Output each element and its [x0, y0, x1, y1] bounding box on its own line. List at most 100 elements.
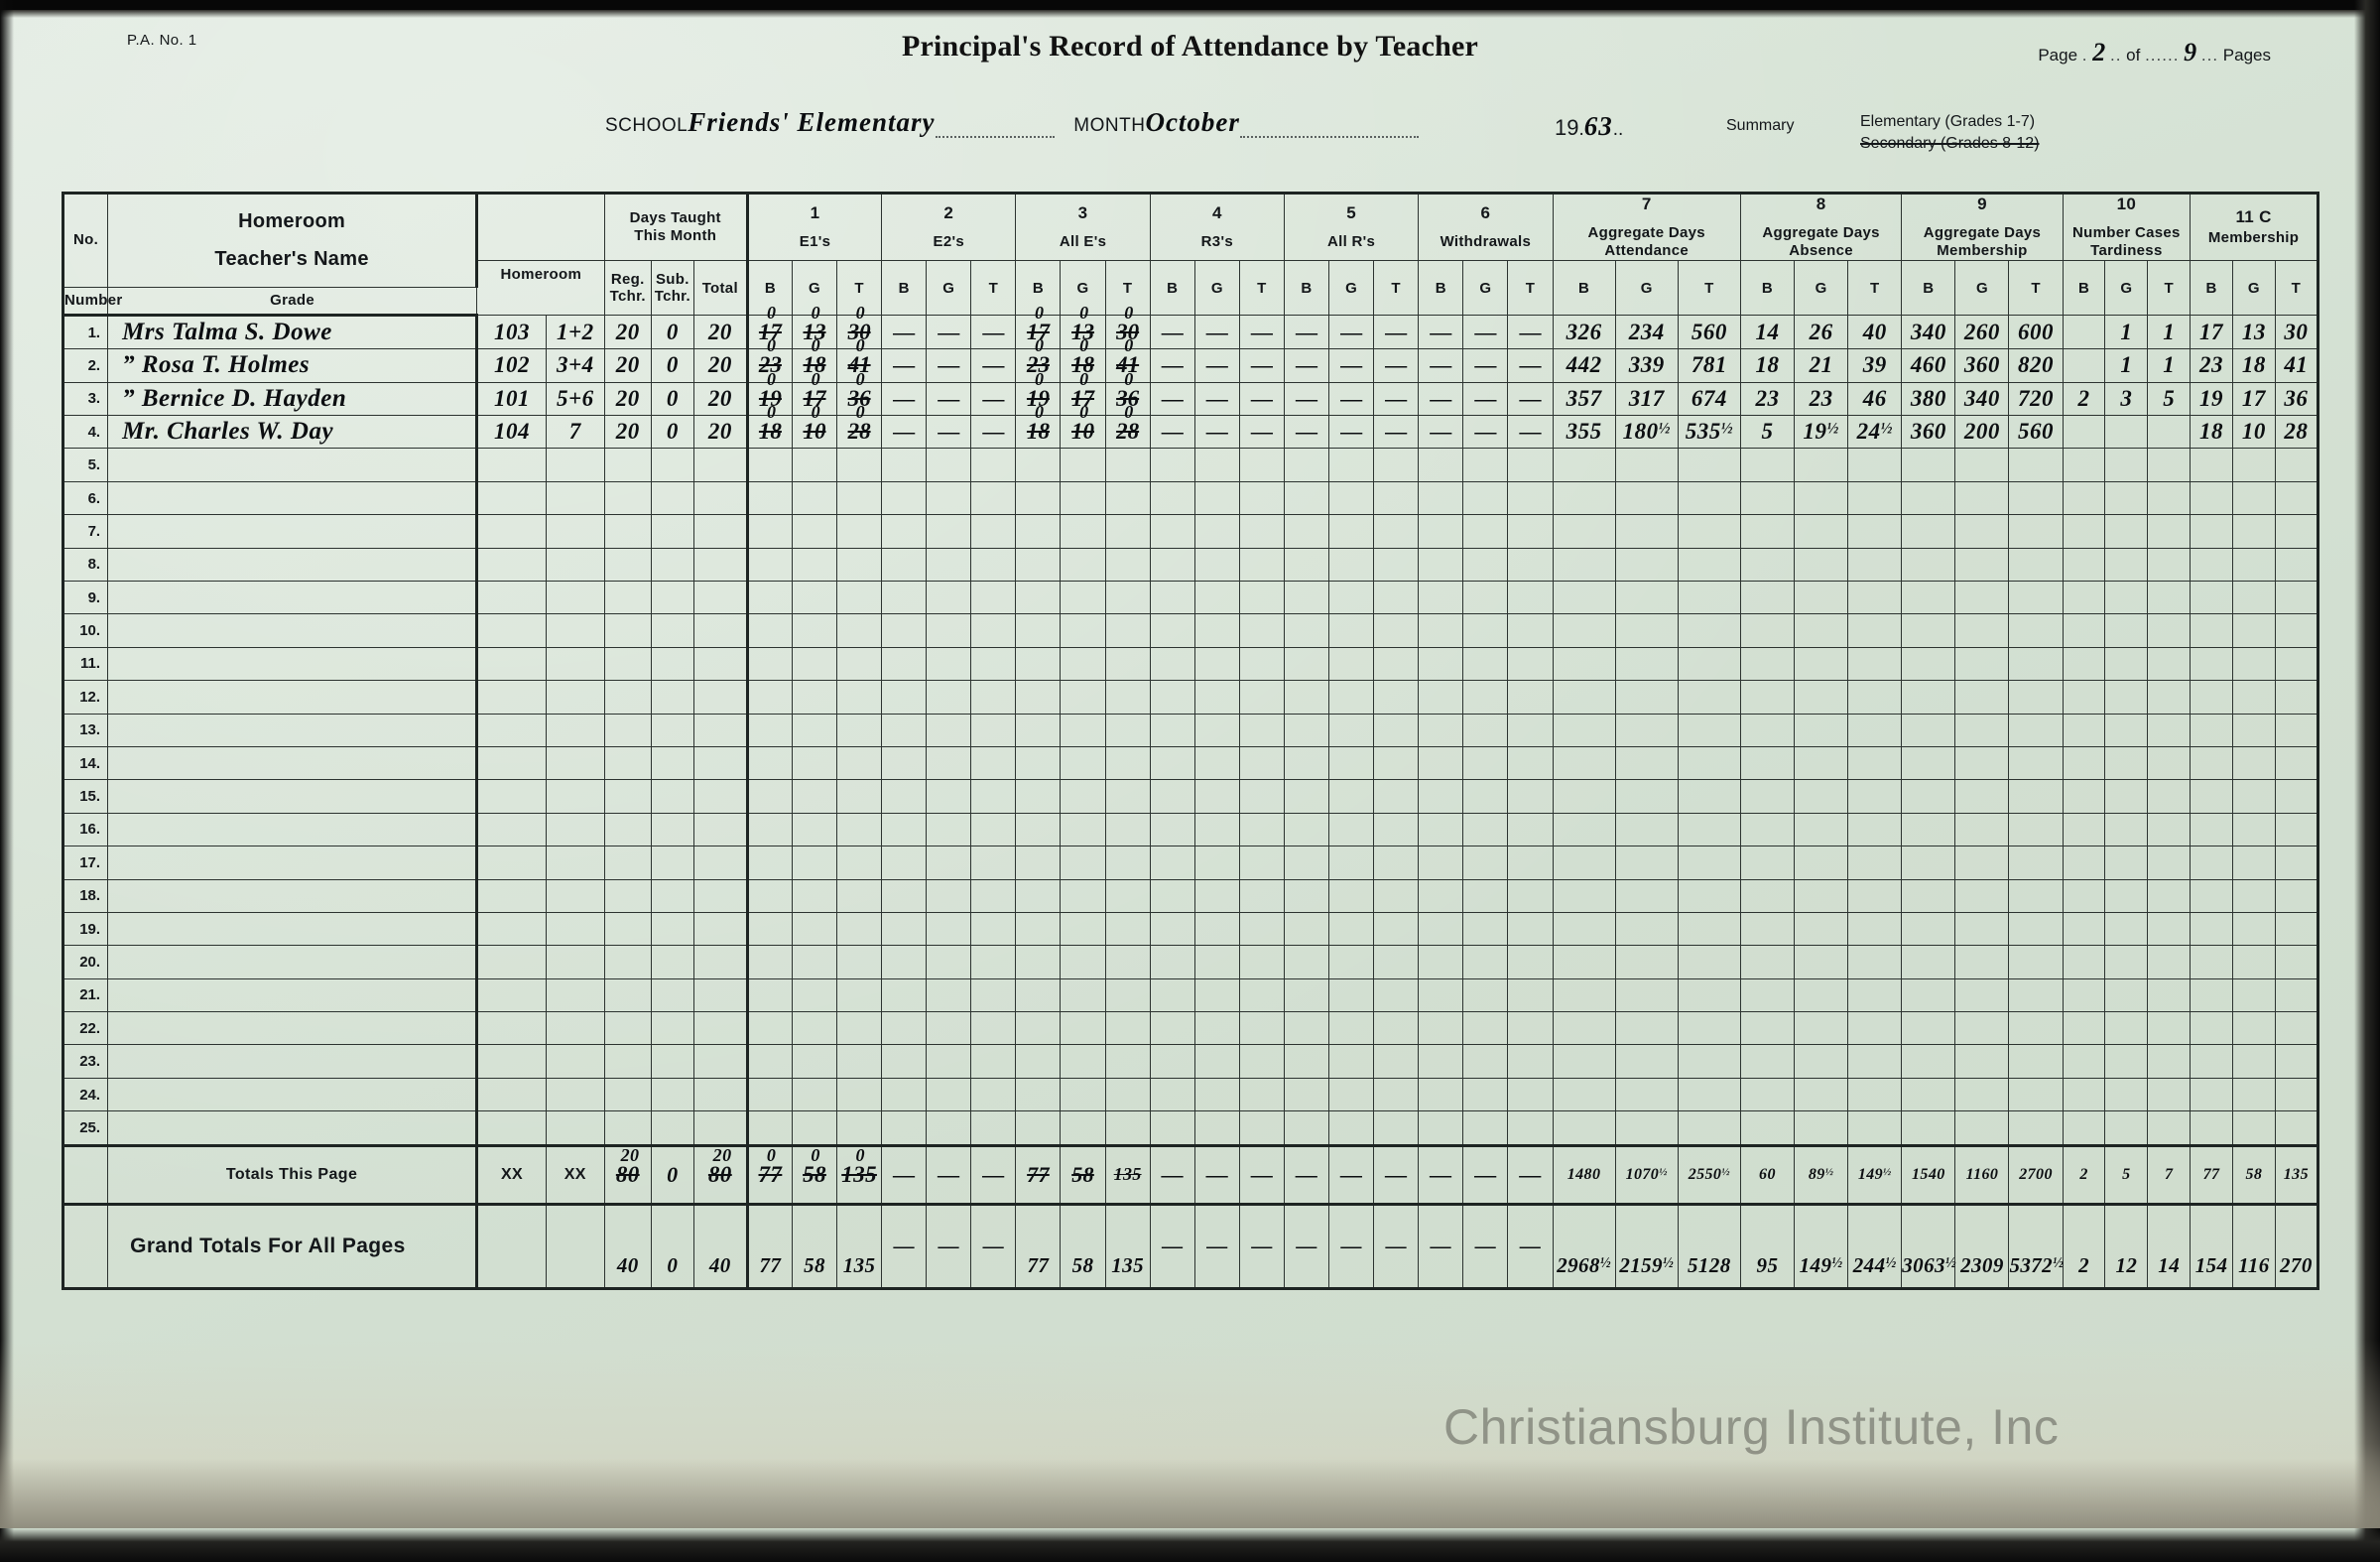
teacher-name-cell: Mr. Charles W. Day — [107, 415, 478, 450]
table-row: 15. — [61, 779, 2320, 814]
data-cell — [1193, 878, 1240, 913]
data-cell: — — [926, 314, 972, 350]
homeroom-number-cell — [475, 713, 547, 747]
data-cell — [1104, 779, 1151, 814]
grand-no-cell — [61, 1203, 109, 1289]
data-cell: — — [1193, 348, 1240, 383]
header-homeroom-spanlabel: Homeroom — [475, 260, 605, 288]
data-cell — [1677, 680, 1741, 715]
row-number: 13. — [61, 713, 109, 747]
data-cell — [1283, 1044, 1330, 1079]
data-cell: — — [1507, 348, 1554, 383]
totals-wd-b: — — [1418, 1144, 1464, 1205]
sub-tchr-cell — [650, 945, 694, 979]
data-cell — [970, 779, 1017, 814]
data-cell — [745, 1077, 793, 1112]
header-group-11c: 11 C Membership — [2190, 191, 2319, 262]
data-cell — [1847, 448, 1903, 482]
data-cell — [1794, 680, 1849, 715]
data-cell — [791, 680, 838, 715]
teacher-name-cell — [107, 745, 478, 781]
data-cell — [1060, 514, 1106, 549]
row-number: 19. — [61, 911, 109, 947]
data-cell — [2008, 581, 2064, 615]
data-cell — [1614, 480, 1679, 516]
data-cell — [1373, 745, 1420, 781]
grade-cell — [545, 1110, 605, 1146]
homeroom-number-cell — [475, 745, 547, 781]
data-cell — [1739, 812, 1796, 847]
data-cell — [1954, 812, 2010, 847]
data-cell: 0 28 — [1104, 403, 1151, 450]
data-cell — [1104, 846, 1151, 880]
header-9-g: G — [1954, 260, 2010, 316]
data-cell — [1149, 547, 1195, 583]
data-cell — [1373, 480, 1420, 516]
header-6-b: B — [1418, 260, 1464, 316]
data-cell — [1149, 713, 1195, 747]
reg-tchr-cell — [603, 514, 652, 549]
grade-cell — [545, 448, 605, 482]
totals-mem-b: 77 — [2190, 1144, 2233, 1205]
data-cell: — — [970, 348, 1017, 383]
data-cell: — — [1328, 415, 1375, 450]
data-cell: 13 — [2231, 314, 2276, 350]
data-cell — [2104, 1077, 2149, 1112]
data-cell — [1614, 977, 1679, 1013]
school-month-line: SCHOOLFriends' Elementary MONTHOctober — [605, 107, 1419, 138]
data-cell: 23 — [1739, 381, 1796, 417]
data-cell — [926, 680, 972, 715]
data-cell — [1552, 1044, 1616, 1079]
header-6-g: G — [1462, 260, 1509, 316]
data-cell — [2190, 878, 2233, 913]
data-cell — [1060, 878, 1106, 913]
reg-tchr-cell — [603, 581, 652, 615]
data-cell — [1238, 547, 1285, 583]
data-cell — [1193, 448, 1240, 482]
header-group-10-number: 10 — [2116, 195, 2137, 213]
data-cell: — — [926, 381, 972, 417]
data-cell — [1552, 448, 1616, 482]
data-cell — [2062, 613, 2106, 648]
data-cell — [1462, 745, 1509, 781]
data-cell — [2104, 1110, 2149, 1146]
data-cell — [836, 581, 883, 615]
data-cell — [791, 745, 838, 781]
days-total-cell — [692, 812, 748, 847]
data-cell — [1614, 1044, 1679, 1079]
data-cell — [1328, 1044, 1375, 1079]
data-cell — [1954, 779, 2010, 814]
data-cell — [2062, 314, 2106, 350]
header-10-b: B — [2062, 260, 2106, 316]
grade-cell: 3+4 — [545, 348, 605, 383]
data-cell — [1954, 1077, 2010, 1112]
data-cell — [1794, 945, 1849, 979]
header-homeroom-group — [475, 191, 605, 262]
teacher-name-cell — [107, 945, 478, 979]
data-cell — [1507, 846, 1554, 880]
data-cell — [1739, 945, 1796, 979]
data-cell — [1373, 713, 1420, 747]
table-row: 20. — [61, 945, 2320, 979]
days-total-cell: 20 — [692, 415, 748, 450]
data-cell — [1677, 646, 1741, 682]
table-row: 16. — [61, 812, 2320, 847]
data-cell — [1614, 945, 1679, 979]
data-cell — [1507, 680, 1554, 715]
data-cell — [1104, 812, 1151, 847]
sub-tchr-cell — [650, 745, 694, 781]
grade-cell — [545, 878, 605, 913]
data-cell: — — [1462, 415, 1509, 450]
data-cell — [2104, 514, 2149, 549]
data-cell — [1015, 680, 1062, 715]
table-row: 14. — [61, 745, 2320, 781]
data-cell: 0 23 — [745, 336, 793, 383]
data-cell — [1283, 680, 1330, 715]
data-cell — [2062, 812, 2106, 847]
data-cell — [2062, 1110, 2106, 1146]
data-cell — [1901, 779, 1956, 814]
data-cell — [1954, 448, 2010, 482]
data-cell — [2147, 547, 2192, 583]
data-cell — [1794, 911, 1849, 947]
data-cell — [1677, 945, 1741, 979]
